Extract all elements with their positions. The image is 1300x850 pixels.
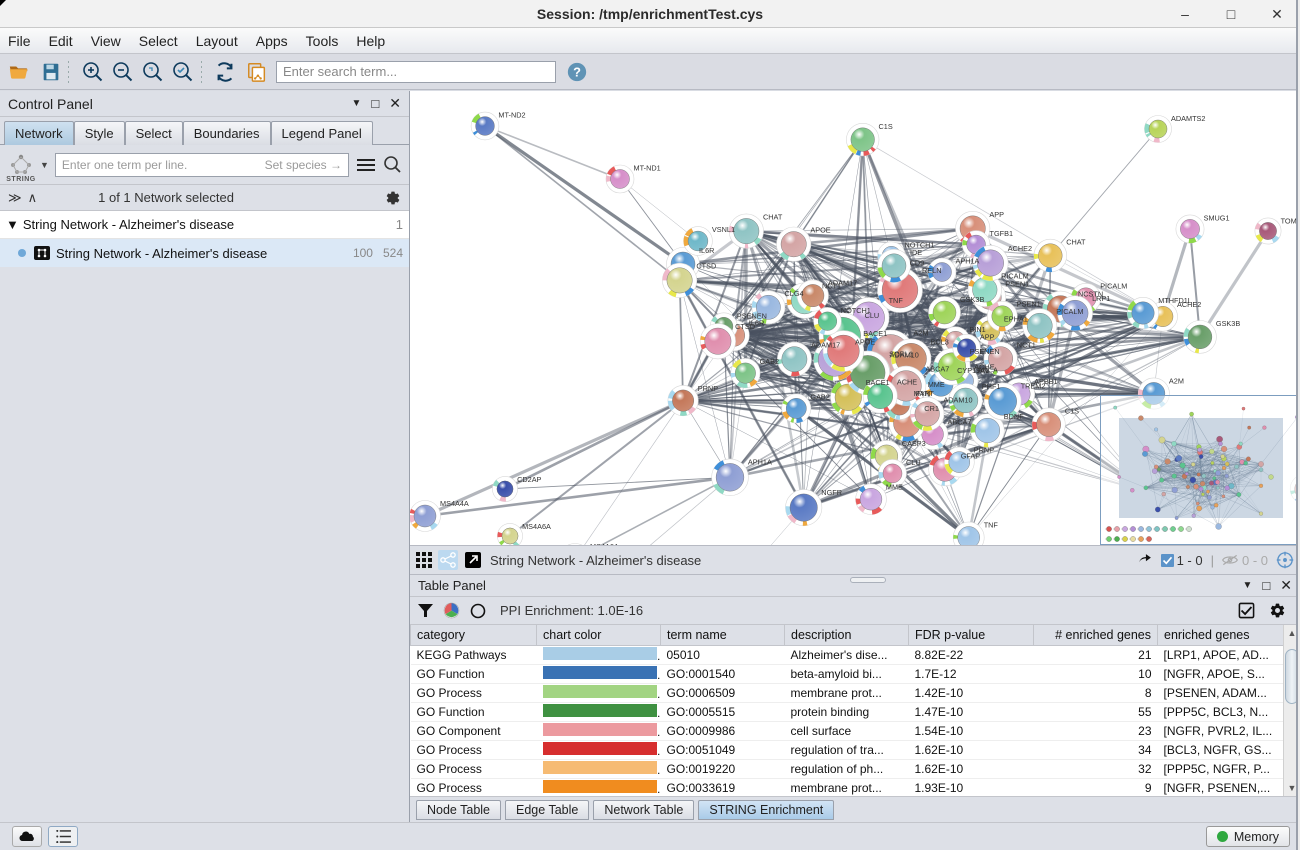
svg-text:PICALM: PICALM xyxy=(1100,282,1127,291)
svg-text:APP: APP xyxy=(989,210,1004,219)
svg-text:GAB2: GAB2 xyxy=(810,392,829,401)
svg-text:MS4A4A: MS4A4A xyxy=(440,499,469,508)
svg-text:PSEN1: PSEN1 xyxy=(1017,300,1041,309)
svg-text:CLU: CLU xyxy=(906,458,921,467)
svg-text:TNF: TNF xyxy=(889,296,904,305)
svg-text:APH1A: APH1A xyxy=(748,457,772,466)
svg-text:NCT1: NCT1 xyxy=(1017,341,1036,350)
svg-text:LRP1: LRP1 xyxy=(1092,294,1110,303)
svg-text:PRNP: PRNP xyxy=(698,384,718,393)
svg-text:VSNL1: VSNL1 xyxy=(712,225,735,234)
svg-text:PRNP: PRNP xyxy=(974,446,994,455)
svg-text:C1S: C1S xyxy=(879,122,893,131)
svg-text:PICALM: PICALM xyxy=(1056,307,1083,316)
svg-text:APOE: APOE xyxy=(810,226,830,235)
svg-text:MS4A6A: MS4A6A xyxy=(522,522,551,531)
svg-text:IL6R: IL6R xyxy=(699,246,714,255)
svg-text:TGFB1: TGFB1 xyxy=(990,229,1014,238)
svg-text:MAPT: MAPT xyxy=(914,389,935,398)
svg-text:EPHA1: EPHA1 xyxy=(1004,314,1028,323)
svg-text:APP: APP xyxy=(980,333,995,342)
svg-text:CTSD: CTSD xyxy=(696,262,716,271)
svg-text:ADAM10: ADAM10 xyxy=(943,396,972,405)
svg-text:TREM2: TREM2 xyxy=(1021,381,1046,390)
svg-text:C1S: C1S xyxy=(1065,406,1079,415)
svg-text:MTHFD1L: MTHFD1L xyxy=(1158,296,1192,305)
svg-text:BCL3: BCL3 xyxy=(931,337,949,346)
svg-text:ADAMTS2: ADAMTS2 xyxy=(1171,114,1205,123)
svg-text:ACHE2: ACHE2 xyxy=(1008,244,1032,253)
svg-text:PSEN1: PSEN1 xyxy=(1005,280,1029,289)
svg-text:MT-ND2: MT-ND2 xyxy=(498,111,525,120)
svg-text:GSK3B: GSK3B xyxy=(960,295,984,304)
svg-text:A2M: A2M xyxy=(1169,376,1184,385)
svg-text:CD2AP: CD2AP xyxy=(517,475,541,484)
svg-text:RICALM: RICALM xyxy=(1001,272,1029,281)
svg-text:NGFR: NGFR xyxy=(821,488,842,497)
svg-text:ABCA7: ABCA7 xyxy=(948,417,972,426)
svg-text:PSENEN: PSENEN xyxy=(970,347,1000,356)
svg-text:APH1A: APH1A xyxy=(956,257,980,266)
svg-text:CHAT: CHAT xyxy=(763,212,783,221)
svg-text:CTSD: CTSD xyxy=(735,322,755,331)
svg-text:CASP3: CASP3 xyxy=(902,439,926,448)
svg-text:IDE: IDE xyxy=(910,248,922,257)
svg-text:CHAT: CHAT xyxy=(1066,238,1086,247)
svg-text:ADAM17: ADAM17 xyxy=(811,341,840,350)
svg-text:TNF: TNF xyxy=(984,521,999,530)
svg-text:ABCA7: ABCA7 xyxy=(925,365,949,374)
svg-text:BACE1: BACE1 xyxy=(866,378,890,387)
svg-text:MT-ND1: MT-ND1 xyxy=(634,164,661,173)
svg-text:?: ? xyxy=(573,64,581,79)
svg-text:PSENEN: PSENEN xyxy=(737,311,767,320)
svg-text:ADAM17: ADAM17 xyxy=(828,279,857,288)
svg-text:BACE1: BACE1 xyxy=(863,329,887,338)
svg-text:CYP19A1: CYP19A1 xyxy=(957,366,989,375)
svg-text:GAB2: GAB2 xyxy=(760,357,779,366)
svg-text:NOTCH1: NOTCH1 xyxy=(841,306,871,315)
svg-text:PHF1: PHF1 xyxy=(982,382,1001,391)
svg-text:SORL1: SORL1 xyxy=(889,349,913,358)
svg-text:CLG4: CLG4 xyxy=(785,289,804,298)
svg-text:ACHE: ACHE xyxy=(897,378,917,387)
svg-text:RELN: RELN xyxy=(922,266,941,275)
svg-text:APOE: APOE xyxy=(855,338,875,347)
svg-text:TOMM40: TOMM40 xyxy=(1281,216,1298,225)
svg-text:SMUG1: SMUG1 xyxy=(1204,213,1230,222)
svg-text:A2M: A2M xyxy=(913,328,928,337)
svg-text:CR1: CR1 xyxy=(924,404,939,413)
svg-text:MME: MME xyxy=(886,482,903,491)
svg-text:GSK3B: GSK3B xyxy=(1216,319,1240,328)
svg-text:BDNF: BDNF xyxy=(1004,412,1024,421)
